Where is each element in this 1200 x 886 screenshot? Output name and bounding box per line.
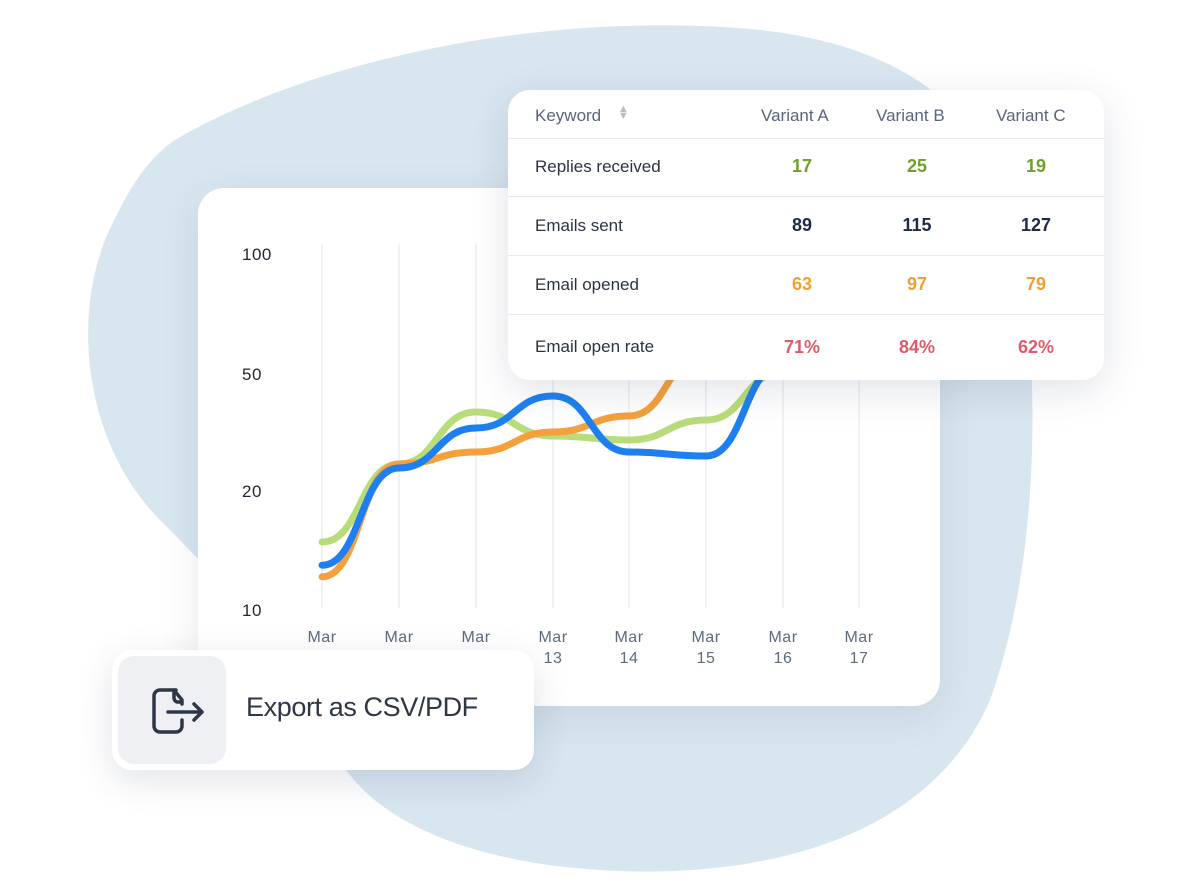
x-tick-label: 14 — [620, 650, 639, 667]
x-tick-label: Mar — [691, 629, 720, 646]
cell-variant-b: 115 — [902, 215, 932, 235]
column-header-variant-a: Variant A — [761, 106, 829, 125]
column-header-variant-b: Variant B — [876, 106, 945, 125]
y-tick-label: 10 — [242, 601, 262, 620]
x-tick-label: 13 — [544, 650, 563, 667]
export-button-label: Export as CSV/PDF — [246, 692, 478, 722]
x-tick-label: Mar — [844, 629, 873, 646]
x-tick-label: Mar — [461, 629, 490, 646]
x-tick-label: Mar — [614, 629, 643, 646]
row-label: Email open rate — [535, 337, 655, 356]
cell-variant-b: 25 — [906, 156, 928, 176]
row-label: Email opened — [535, 275, 639, 294]
x-tick-label: Mar — [307, 629, 336, 646]
column-header-variant-c: Variant C — [996, 106, 1066, 125]
y-tick-label: 100 — [242, 245, 272, 264]
row-label: Replies received — [535, 157, 661, 176]
ab-test-table: Keyword ▲ ▼ Variant A Variant B Variant C… — [508, 90, 1104, 380]
x-tick-label: 15 — [697, 650, 716, 667]
table-row: Replies received 17 25 19 — [508, 138, 1104, 197]
x-tick-label: Mar — [384, 629, 413, 646]
series-line — [318, 360, 787, 569]
y-tick-label: 50 — [242, 365, 262, 384]
table-row: Email open rate 71% 84% 62% — [508, 315, 1104, 373]
cell-variant-b: 97 — [906, 274, 928, 294]
line-chart: Mar Mar Mar Mar 13 Mar 14 Mar 15 Mar 16 Mar 17 100 50 2… — [242, 244, 873, 667]
cell-variant-c: 19 — [1025, 156, 1047, 176]
export-icon-box — [118, 656, 226, 764]
cell-variant-c: 127 — [1020, 215, 1052, 235]
cell-variant-a: 89 — [791, 215, 813, 235]
cell-variant-c: 79 — [1025, 274, 1047, 294]
x-tick-label: Mar — [538, 629, 567, 646]
keyword-header-label: Keyword — [535, 106, 602, 125]
table-row: Email opened 63 97 79 — [508, 256, 1104, 315]
cell-variant-a: 71% — [783, 337, 821, 357]
cell-variant-a: 63 — [791, 274, 813, 294]
row-label: Emails sent — [535, 216, 623, 235]
x-tick-label: Mar — [768, 629, 797, 646]
cell-variant-a: 17 — [791, 156, 813, 176]
y-tick-label: 20 — [242, 482, 262, 501]
sort-icon[interactable]: ▲ ▼ — [617, 103, 629, 122]
export-file-icon — [152, 688, 204, 734]
export-button[interactable]: Export as CSV/PDF — [112, 650, 534, 770]
column-header-keyword[interactable]: Keyword ▲ ▼ — [535, 103, 629, 126]
cell-variant-b: 84% — [898, 337, 936, 357]
cell-variant-c: 62% — [1017, 337, 1055, 357]
table-row: Emails sent 89 115 127 — [508, 197, 1104, 256]
x-tick-label: 17 — [850, 650, 869, 667]
x-tick-label: 16 — [774, 650, 793, 667]
table-header: Keyword ▲ ▼ Variant A Variant B Variant C — [508, 90, 1104, 139]
